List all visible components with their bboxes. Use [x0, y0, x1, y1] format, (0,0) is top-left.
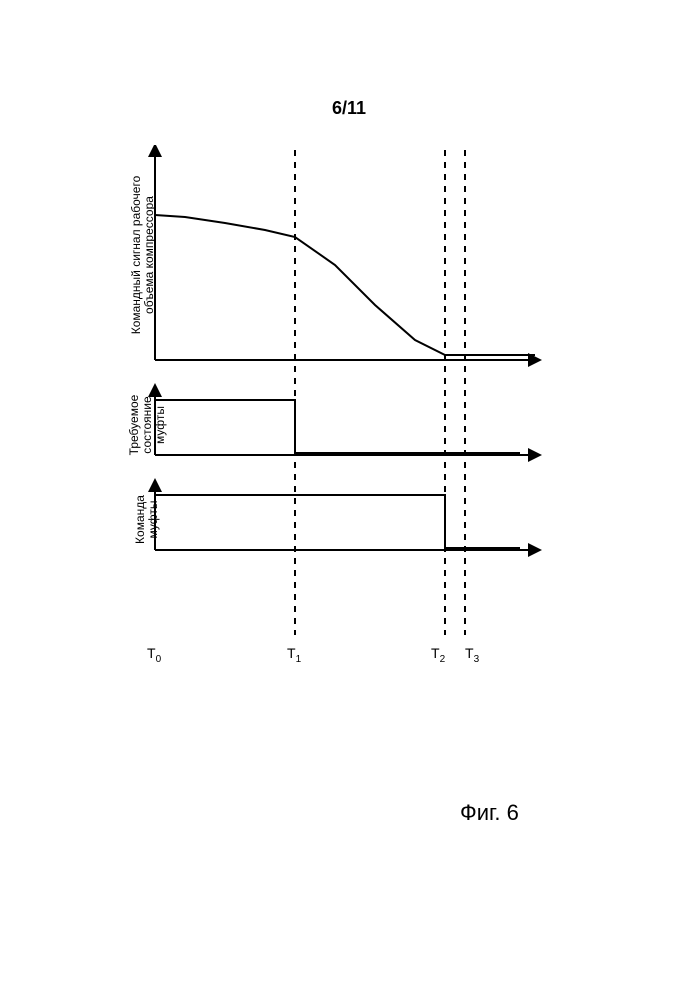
timing-diagram: [115, 145, 575, 665]
tlabel-t2: T2: [431, 645, 445, 665]
figure-caption: Фиг. 6: [460, 800, 519, 826]
tlabel-t0: T0: [147, 645, 161, 665]
ylabel-panel-2: Требуемое состояние муфты: [128, 390, 168, 460]
page: { "page_number": "6/11", "figure_caption…: [0, 0, 698, 1000]
tlabel-t1: T1: [287, 645, 301, 665]
tlabel-t3: T3: [465, 645, 479, 665]
ylabel-panel-1: Командный сигнал рабочего объема компрес…: [130, 155, 156, 355]
ylabel-panel-3: Команда муфты: [134, 487, 160, 552]
page-number: 6/11: [0, 98, 698, 119]
